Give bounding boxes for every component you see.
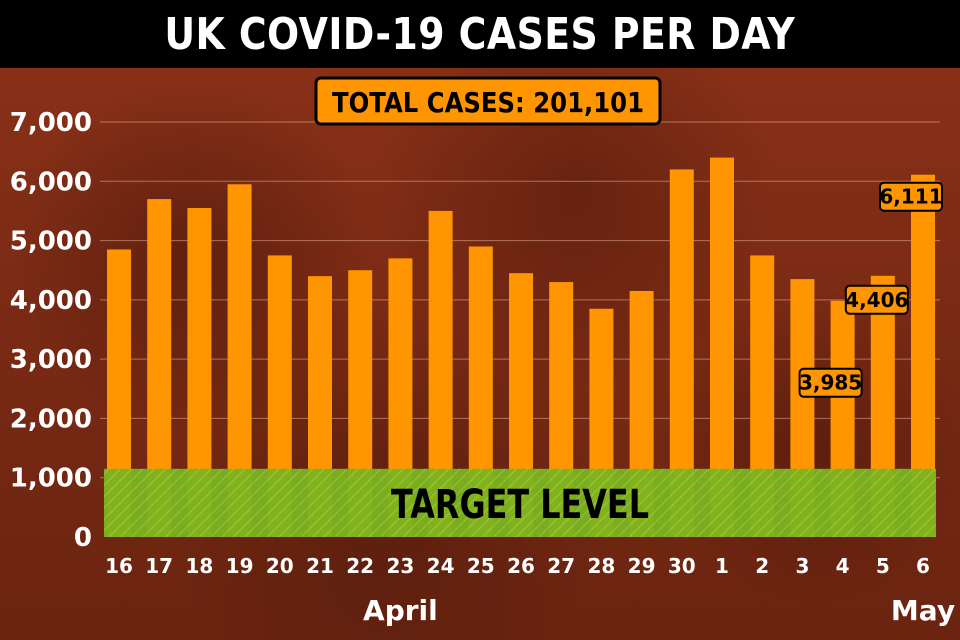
x-tick-label: 30 [668,554,696,578]
month-label: April [363,594,438,627]
x-tick-label: 17 [145,554,173,578]
x-tick-label: 19 [226,554,254,578]
chart-title: UK COVID-19 CASES PER DAY [164,8,796,60]
y-tick-label: 0 [74,523,92,553]
y-axis-ticks: 0 1,000 2,000 3,000 4,000 5,000 6,000 7,000 [10,108,92,553]
y-tick-label: 7,000 [10,108,92,138]
x-tick-label: 29 [628,554,656,578]
y-tick-label: 2,000 [10,404,92,434]
y-tick-label: 6,000 [10,167,92,197]
data-label-text: 4,406 [845,288,908,312]
x-tick-label: 16 [105,554,133,578]
target-level-label: TARGET LEVEL [391,482,649,528]
x-tick-label: 20 [266,554,294,578]
x-tick-label: 5 [876,554,890,578]
x-tick-label: 3 [795,554,809,578]
x-tick-label: 6 [916,554,930,578]
month-labels: April May [363,594,955,627]
month-label: May [891,594,955,627]
data-labels: 3,985 4,406 6,111 [798,181,943,398]
title-bar: UK COVID-19 CASES PER DAY [0,0,960,68]
total-cases-badge: TOTAL CASES: 201,101 [314,76,662,126]
y-tick-label: 5,000 [10,227,92,257]
x-tick-label: 27 [547,554,575,578]
x-tick-label: 21 [306,554,334,578]
target-band-area [104,468,936,537]
total-cases-text: TOTAL CASES: 201,101 [332,86,644,119]
x-tick-label: 2 [755,554,769,578]
y-tick-label: 4,000 [10,286,92,316]
y-tick-label: 1,000 [10,464,92,494]
data-label: 4,406 [844,284,909,315]
x-tick-label: 25 [467,554,495,578]
x-tick-label: 4 [836,554,850,578]
x-axis-ticks: 16 17 18 19 20 21 22 23 24 25 26 27 28 29 30 1 2 3 4 5 6 [105,554,930,578]
data-label: 3,985 [798,367,863,398]
x-tick-label: 22 [346,554,374,578]
x-tick-label: 23 [386,554,414,578]
target-band: TARGET LEVEL [104,468,936,537]
x-tick-label: 26 [507,554,535,578]
x-tick-label: 24 [427,554,455,578]
data-label: 6,111 [879,181,943,212]
x-tick-label: 18 [185,554,213,578]
x-tick-label: 1 [715,554,729,578]
x-tick-label: 28 [587,554,615,578]
total-cases-box: TOTAL CASES: 201,101 [314,76,662,126]
data-label-text: 6,111 [879,185,942,209]
y-tick-label: 3,000 [10,345,92,375]
data-label-text: 3,985 [799,371,862,395]
